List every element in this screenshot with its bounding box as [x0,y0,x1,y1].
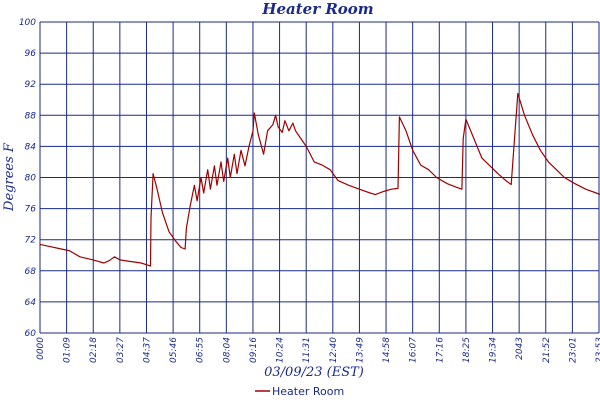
x-tick-label: 14:58 [382,337,392,363]
y-tick-label: 84 [25,142,37,152]
y-tick-label: 68 [25,267,37,277]
x-tick-label: 2043 [515,337,525,360]
legend-label: Heater Room [272,385,344,398]
y-tick-label: 96 [25,49,37,59]
x-tick-label: 01:09 [63,337,73,363]
series-line-heater-room [39,92,600,267]
x-tick-label: 05:46 [169,337,179,363]
chart-title: Heater Room [261,0,373,18]
x-tick-label: 08:04 [222,337,232,363]
y-tick-label: 100 [19,18,36,28]
y-tick-label: 80 [25,174,37,184]
x-tick-label: 18:25 [462,337,472,363]
x-tick-label: 02:18 [89,337,99,363]
x-tick-label: 10:24 [276,337,286,363]
x-tick-label: 17:16 [435,337,445,363]
x-tick-label: 11:31 [302,337,312,363]
y-tick-label: 64 [25,298,37,308]
x-tick-label: 23:53 [595,337,600,363]
y-tick-label: 60 [25,329,37,339]
x-tick-label: 04:37 [142,337,152,363]
x-tick-label: 19:34 [489,337,499,363]
legend: Heater Room [255,385,344,398]
x-tick-label: 23:01 [568,337,578,363]
y-tick-label: 76 [25,205,37,215]
x-axis-label: 03/09/23 (EST) [264,365,364,380]
y-axis-label: Degrees F [2,142,17,212]
x-tick-label: 21:52 [542,337,552,363]
x-tick-label: 06:55 [196,337,206,363]
y-tick-label: 92 [25,80,37,90]
y-tick-labels: 60 64 68 72 76 80 84 88 92 96 100 [19,18,36,339]
x-tick-label: 13:49 [355,337,365,363]
y-tick-label: 72 [25,236,37,246]
x-tick-label: 03:27 [116,337,126,363]
x-tick-label: 16:07 [409,337,419,363]
x-tick-label: 12:40 [329,337,339,363]
x-tick-label: 0000 [36,337,46,360]
y-tick-label: 88 [25,111,37,121]
x-tick-labels: 0000 01:09 02:18 03:27 04:37 05:46 06:55 08:04 0… [36,337,600,363]
grid [39,21,600,334]
x-tick-label: 09:16 [249,337,259,363]
